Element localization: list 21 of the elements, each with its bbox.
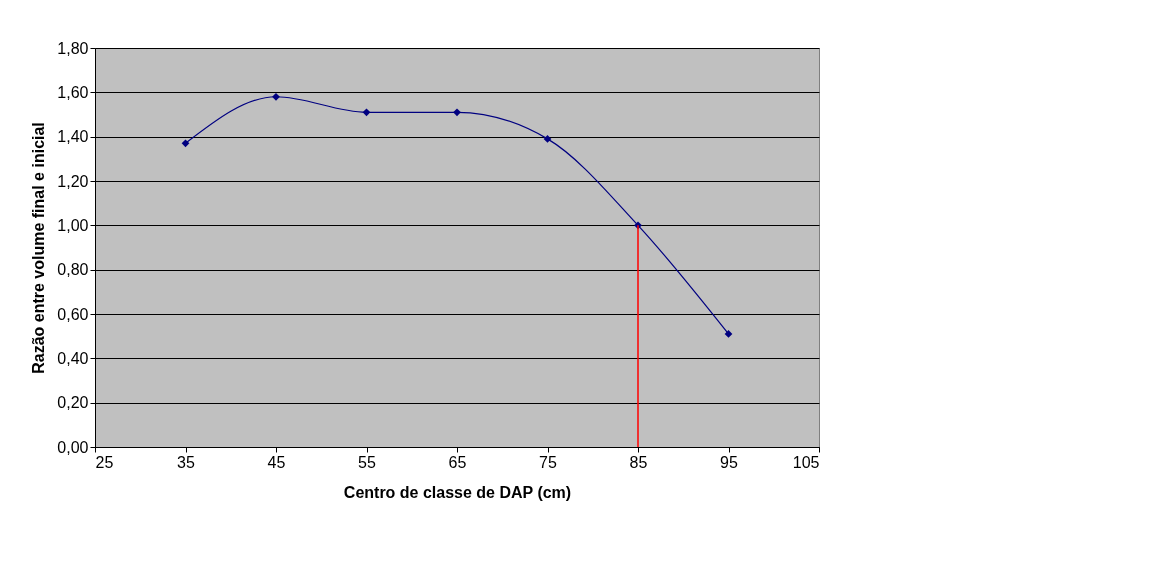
y-tick-label: 1,60 (57, 83, 89, 101)
x-tick-label: 75 (539, 453, 557, 471)
y-tick-label: 0,80 (57, 261, 89, 279)
x-tick-label: 65 (448, 453, 467, 471)
y-tick-label: 1,80 (57, 39, 89, 57)
y-tick-label: 0,60 (57, 305, 89, 323)
y-axis-title: Razão entre volume final e inicial (30, 122, 48, 374)
x-tick-label: 35 (177, 453, 195, 471)
y-tick-label: 0,00 (57, 438, 89, 456)
y-tick-label: 1,00 (57, 216, 89, 234)
x-tick-label: 25 (95, 453, 114, 471)
y-tick-label: 1,40 (57, 128, 89, 146)
x-tick-label: 85 (629, 453, 648, 471)
y-tick-label: 1,20 (57, 172, 89, 190)
x-tick-label: 105 (792, 453, 820, 471)
y-tick-label: 0,40 (57, 349, 89, 367)
x-tick-label: 95 (720, 453, 738, 471)
x-axis-title: Centro de classe de DAP (cm) (343, 483, 572, 501)
x-tick-label: 55 (358, 453, 376, 471)
x-tick-label: 45 (267, 453, 286, 471)
y-tick-label: 0,20 (57, 394, 89, 412)
